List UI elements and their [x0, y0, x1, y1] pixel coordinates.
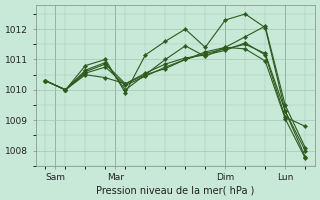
X-axis label: Pression niveau de la mer( hPa ): Pression niveau de la mer( hPa ) — [96, 185, 254, 195]
